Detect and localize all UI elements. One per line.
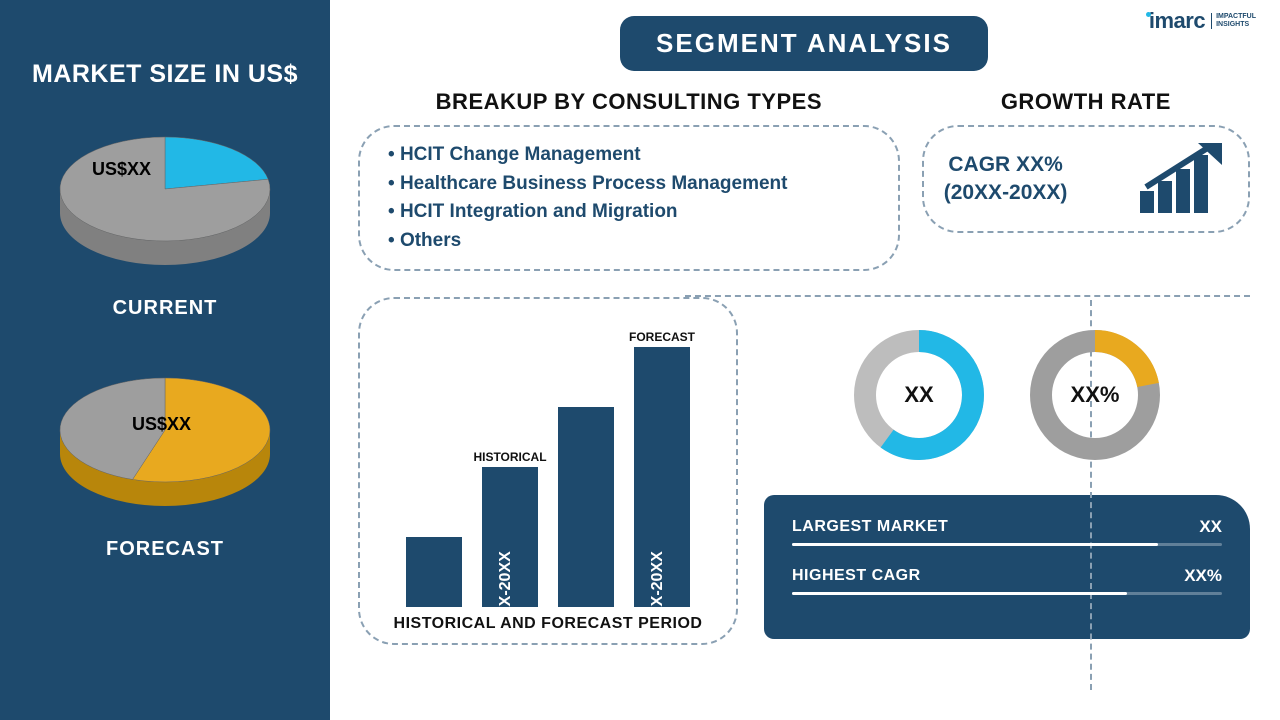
breakup-box: HCIT Change ManagementHealthcare Busines… (358, 125, 900, 271)
breakup-list: HCIT Change ManagementHealthcare Busines… (388, 141, 870, 255)
left-panel-title: MARKET SIZE IN US$ (32, 60, 298, 89)
pie-current-block: US$XX CURRENT (50, 129, 280, 320)
logo-tagline: IMPACTFULINSIGHTS (1211, 13, 1256, 29)
donut-largest-value: XX (904, 382, 933, 408)
pie-current: US$XX (50, 129, 280, 279)
breakup-item: Others (388, 227, 870, 256)
pie-forecast: US$XX (50, 370, 280, 520)
growth-arrow-icon (1138, 141, 1228, 217)
stat-value: XX (1199, 517, 1222, 537)
breakup-item: HCIT Integration and Migration (388, 198, 870, 227)
stat-row: HIGHEST CAGR XX% (792, 566, 1222, 586)
stat-bar (792, 592, 1222, 595)
title-badge: SEGMENT ANALYSIS (620, 16, 988, 71)
pie-value-label: US$XX (132, 414, 191, 435)
historical-forecast-caption: HISTORICAL AND FORECAST PERIOD (394, 615, 703, 633)
stat-value: XX% (1184, 566, 1222, 586)
growth-box: CAGR XX%(20XX-20XX) (922, 125, 1250, 233)
growth-heading: GROWTH RATE (922, 89, 1250, 115)
pie-current-caption: CURRENT (113, 297, 218, 320)
stat-bar-fill (792, 592, 1127, 595)
pie-forecast-block: US$XX FORECAST (50, 370, 280, 561)
bar-in-label: 20XX-20XX (649, 551, 666, 607)
stat-row: LARGEST MARKET XX (792, 517, 1222, 537)
pie-value-label: US$XX (92, 159, 151, 180)
historical-forecast-barchart: HISTORICAL 20XX-20XX FORECAST 20XX-20XX (396, 317, 700, 607)
stat-label: LARGEST MARKET (792, 518, 948, 536)
donut-cagr-value: XX% (1071, 382, 1120, 408)
stat-bar (792, 543, 1222, 546)
title-row: SEGMENT ANALYSIS (358, 10, 1250, 89)
bottom-row: HISTORICAL 20XX-20XX FORECAST 20XX-20XX HIS… (358, 297, 1250, 645)
breakup-section: BREAKUP BY CONSULTING TYPES HCIT Change … (358, 89, 900, 271)
left-panel: MARKET SIZE IN US$ US$XX CURRENT US$XX F… (0, 0, 330, 720)
stats-card: LARGEST MARKET XX HIGHEST CAGR XX% (764, 495, 1250, 639)
donut-row: XX XX% (764, 325, 1250, 465)
bar-in-label: 20XX-20XX (497, 551, 514, 607)
historical-forecast-box: HISTORICAL 20XX-20XX FORECAST 20XX-20XX HIS… (358, 297, 738, 645)
bar (558, 407, 614, 607)
top-row: BREAKUP BY CONSULTING TYPES HCIT Change … (358, 89, 1250, 271)
bar-top-label: FORECAST (629, 330, 696, 344)
breakup-item: HCIT Change Management (388, 141, 870, 170)
growth-text: CAGR XX%(20XX-20XX) (944, 151, 1068, 208)
logo-dot-icon (1146, 12, 1151, 17)
stat-label: HIGHEST CAGR (792, 567, 921, 585)
right-panel: imarc IMPACTFULINSIGHTS SEGMENT ANALYSIS… (330, 0, 1280, 720)
breakup-heading: BREAKUP BY CONSULTING TYPES (358, 89, 900, 115)
pie-forecast-caption: FORECAST (106, 538, 224, 561)
divider-horizontal (685, 295, 1250, 297)
logo-text: imarc (1149, 8, 1205, 34)
donut-largest: XX (849, 325, 989, 465)
root: MARKET SIZE IN US$ US$XX CURRENT US$XX F… (0, 0, 1280, 720)
donut-cagr: XX% (1025, 325, 1165, 465)
bar (406, 537, 462, 607)
growth-section: GROWTH RATE CAGR XX%(20XX-20XX) (922, 89, 1250, 271)
brand-logo: imarc IMPACTFULINSIGHTS (1147, 8, 1256, 34)
breakup-item: Healthcare Business Process Management (388, 170, 870, 199)
bar-top-label: HISTORICAL (473, 450, 546, 464)
right-lower-section: XX XX% LARGEST MARKET XX HIGHEST CAGR XX… (764, 297, 1250, 645)
stat-bar-fill (792, 543, 1158, 546)
